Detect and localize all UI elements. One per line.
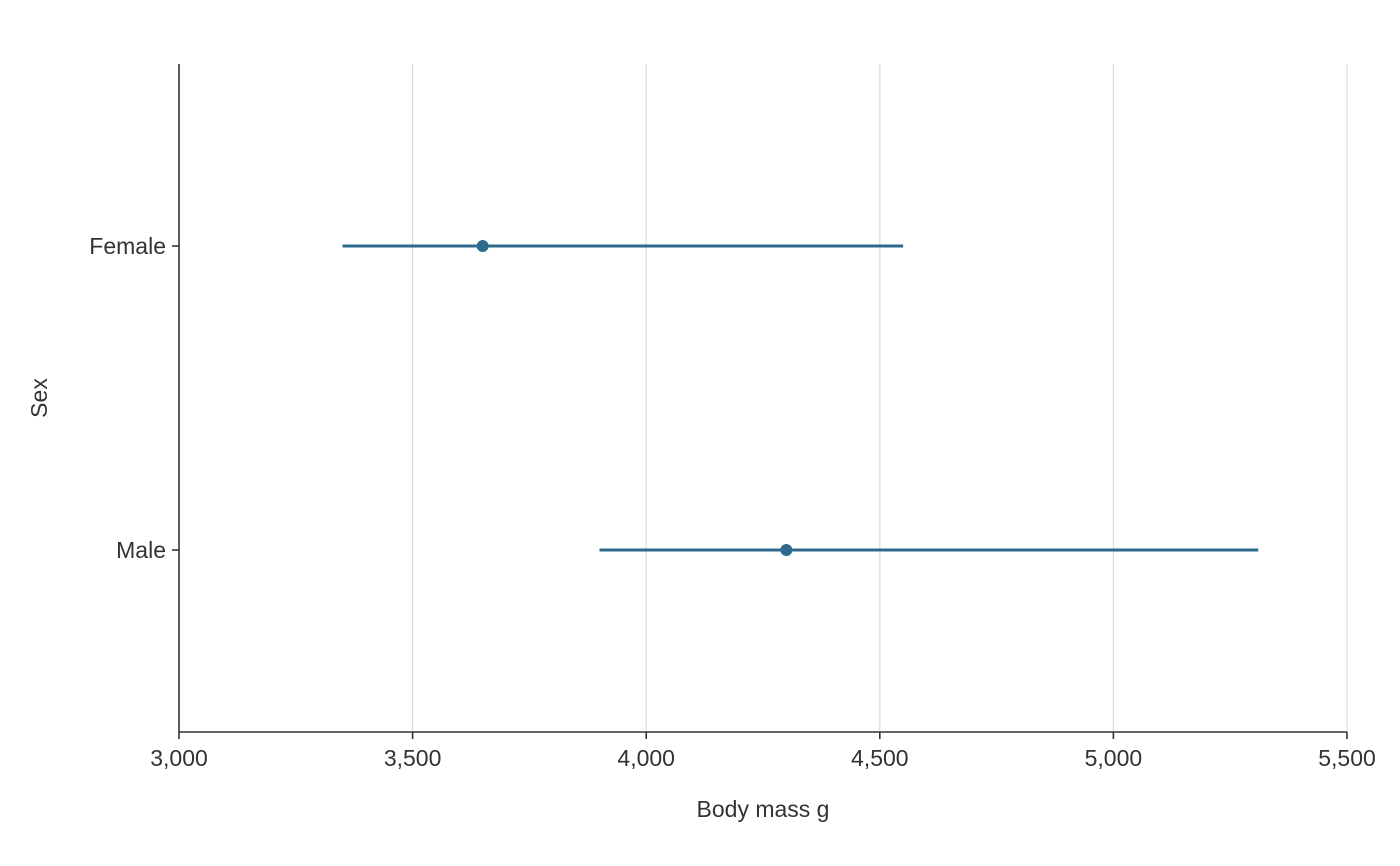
- point-male: [780, 544, 793, 556]
- y-axis-title: Sex: [26, 378, 52, 418]
- y-axis-ticks: Female Male: [89, 233, 179, 563]
- point-female: [476, 240, 489, 252]
- x-tick-label: 4,000: [617, 745, 675, 771]
- y-tick-label: Male: [116, 537, 166, 563]
- y-tick-label: Female: [89, 233, 166, 259]
- x-gridlines: [412, 64, 1348, 732]
- point-ranges: [342, 240, 1259, 556]
- x-tick-label: 3,000: [150, 745, 208, 771]
- x-axis-ticks: 3,000 3,500 4,000 4,500 5,000 5,500: [150, 732, 1376, 771]
- x-tick-label: 3,500: [384, 745, 442, 771]
- x-tick-label: 5,500: [1318, 745, 1376, 771]
- x-tick-label: 5,000: [1085, 745, 1143, 771]
- x-tick-label: 4,500: [851, 745, 909, 771]
- x-axis-title: Body mass g: [697, 796, 830, 822]
